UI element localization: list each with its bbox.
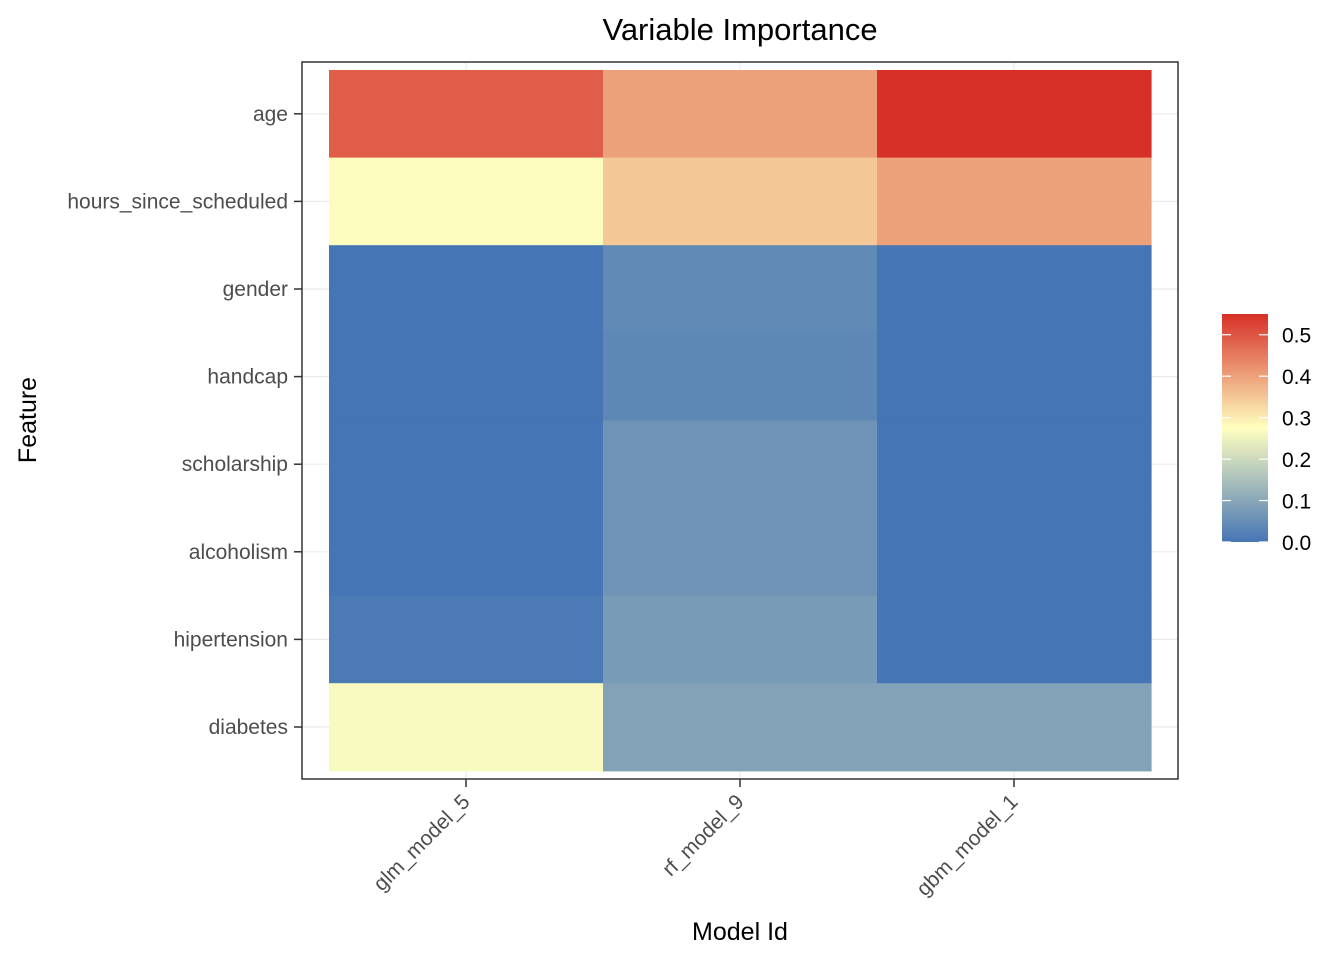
heatmap-cells bbox=[329, 70, 1152, 772]
y-tick-label-scholarship: scholarship bbox=[182, 453, 288, 476]
heatmap-cell-hipertension-gbm-model-1 bbox=[877, 595, 1152, 684]
heatmap-cell-hipertension-glm-model-5 bbox=[329, 595, 604, 684]
heatmap-cell-alcoholism-rf-model-9 bbox=[603, 508, 878, 597]
x-axis-title: Model Id bbox=[692, 918, 788, 946]
heatmap-cell-hours-since-scheduled-gbm-model-1 bbox=[877, 157, 1152, 246]
legend-tick-label: 0.3 bbox=[1282, 408, 1311, 431]
legend-tick-label: 0.2 bbox=[1282, 449, 1311, 472]
y-tick-label-alcoholism: alcoholism bbox=[189, 541, 288, 564]
heatmap-cell-scholarship-gbm-model-1 bbox=[877, 420, 1152, 509]
heatmap-cell-handcap-gbm-model-1 bbox=[877, 332, 1152, 421]
heatmap-cell-hours-since-scheduled-glm-model-5 bbox=[329, 157, 604, 246]
heatmap-cell-age-glm-model-5 bbox=[329, 70, 604, 159]
legend-tick-label: 0.1 bbox=[1282, 491, 1311, 514]
legend-tick-label: 0.4 bbox=[1282, 366, 1312, 389]
heatmap-cell-hours-since-scheduled-rf-model-9 bbox=[603, 157, 878, 246]
chart-title: Variable Importance bbox=[602, 12, 877, 47]
y-tick-label-gender: gender bbox=[223, 278, 288, 301]
heatmap-cell-handcap-glm-model-5 bbox=[329, 332, 604, 421]
y-tick-label-hipertension: hipertension bbox=[174, 628, 288, 651]
legend-ticks: 0.0 0.1 0.2 0.3 0.4 0.5 bbox=[1222, 325, 1312, 555]
x-tick-label-gbm-model-1: gbm_model_1 bbox=[912, 790, 1022, 900]
y-tick-label-handcap: handcap bbox=[207, 366, 288, 389]
legend-tick-label: 0.0 bbox=[1282, 532, 1311, 555]
color-legend: 0.0 0.1 0.2 0.3 0.4 0.5 bbox=[1222, 314, 1312, 555]
heatmap-cell-diabetes-gbm-model-1 bbox=[877, 683, 1152, 772]
heatmap-cell-diabetes-rf-model-9 bbox=[603, 683, 878, 772]
legend-colorbar bbox=[1222, 314, 1268, 542]
heatmap-cell-age-rf-model-9 bbox=[603, 70, 878, 159]
heatmap-cell-scholarship-glm-model-5 bbox=[329, 420, 604, 509]
heatmap-cell-age-gbm-model-1 bbox=[877, 70, 1152, 159]
x-tick-label-glm-model-5: glm_model_5 bbox=[369, 790, 474, 895]
heatmap-cell-diabetes-glm-model-5 bbox=[329, 683, 604, 772]
heatmap-cell-hipertension-rf-model-9 bbox=[603, 595, 878, 684]
heatmap-cell-gender-rf-model-9 bbox=[603, 245, 878, 334]
heatmap-cell-gender-gbm-model-1 bbox=[877, 245, 1152, 334]
heatmap-cell-alcoholism-glm-model-5 bbox=[329, 508, 604, 597]
heatmap-cell-scholarship-rf-model-9 bbox=[603, 420, 878, 509]
y-tick-label-age: age bbox=[253, 103, 288, 126]
y-tick-label-diabetes: diabetes bbox=[209, 716, 288, 739]
plot-panel bbox=[301, 61, 1179, 780]
x-axis: glm_model_5 rf_model_9 gbm_model_1 bbox=[369, 779, 1023, 901]
x-tick-label-rf-model-9: rf_model_9 bbox=[658, 790, 749, 881]
heatmap-cell-alcoholism-gbm-model-1 bbox=[877, 508, 1152, 597]
y-axis-title: Feature bbox=[14, 377, 42, 463]
heatmap-cell-gender-glm-model-5 bbox=[329, 245, 604, 334]
y-tick-label-hours-since-scheduled: hours_since_scheduled bbox=[67, 190, 288, 213]
legend-tick-label: 0.5 bbox=[1282, 325, 1311, 348]
heatmap-cell-handcap-rf-model-9 bbox=[603, 332, 878, 421]
